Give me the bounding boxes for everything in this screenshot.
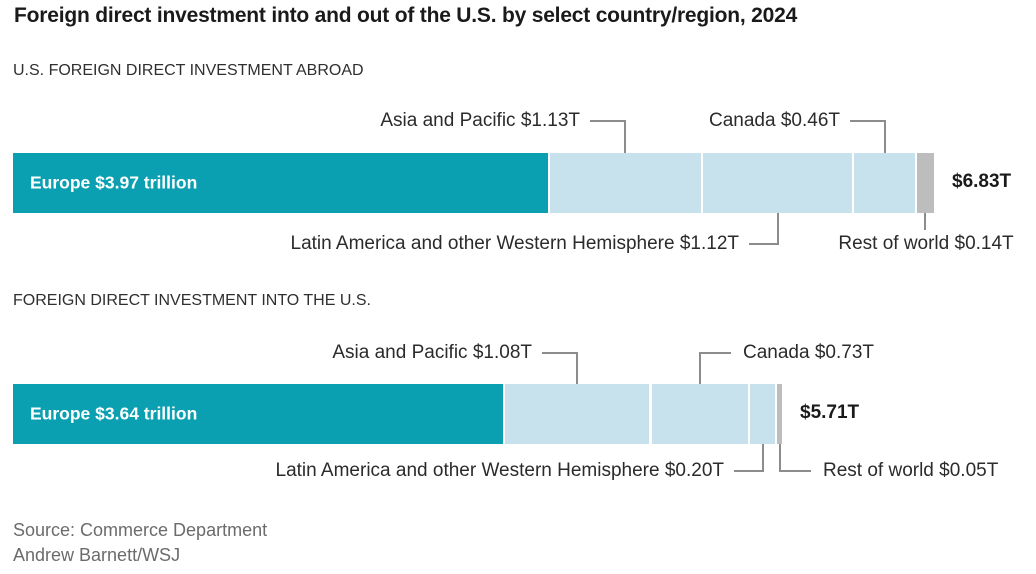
leader-line-asia-and-pacific (576, 352, 578, 384)
credit-line: Andrew Barnett/WSJ (13, 545, 181, 565)
leader-line-rest-of-world (781, 470, 811, 472)
leader-line-latin-america-and-other-western-hemisphere (777, 213, 779, 245)
leader-line-canada (699, 352, 701, 384)
leader-line-asia-and-pacific (542, 352, 578, 354)
bar-segment-canada (651, 384, 749, 444)
total-label-abroad: $6.83T (952, 171, 1012, 192)
bar-segment-rest-of-world (777, 384, 783, 444)
segment-label-rest-of-world: Rest of world $0.05T (823, 460, 999, 481)
leader-line-canada (701, 352, 731, 354)
bar-segment-asia-and-pacific (550, 153, 701, 213)
section-label-abroad: U.S. FOREIGN DIRECT INVESTMENT ABROAD (13, 62, 364, 79)
leader-line-canada (884, 120, 886, 153)
chart-title: Foreign direct investment into and out o… (14, 4, 798, 27)
leader-line-asia-and-pacific (624, 120, 626, 153)
source-note: Source: Commerce Department Andrew Barne… (13, 518, 267, 568)
section-label-into-us: FOREIGN DIRECT INVESTMENT INTO THE U.S. (13, 292, 371, 309)
leader-line-latin-america-and-other-western-hemisphere (734, 470, 764, 472)
leader-line-rest-of-world (924, 213, 926, 230)
segment-label-latin-america-and-other-western-hemisphere: Latin America and other Western Hemisphe… (290, 233, 740, 254)
bar-segment-latin-america-and-other-western-hemisphere (702, 153, 853, 213)
bar-segment-europe: Europe $3.97 trillion (13, 153, 549, 213)
bar-segment-canada (854, 153, 915, 213)
bar-segment-asia-and-pacific (505, 384, 650, 444)
bar-segment-europe: Europe $3.64 trillion (13, 384, 504, 444)
segment-label-canada: Canada $0.73T (743, 342, 874, 363)
segment-label-rest-of-world: Rest of world $0.14T (838, 233, 1014, 254)
leader-line-latin-america-and-other-western-hemisphere (762, 444, 764, 472)
leader-line-latin-america-and-other-western-hemisphere (749, 243, 779, 245)
segment-label-latin-america-and-other-western-hemisphere: Latin America and other Western Hemisphe… (275, 460, 725, 481)
bar-segment-latin-america-and-other-western-hemisphere (750, 384, 776, 444)
segment-label-asia-and-pacific: Asia and Pacific $1.08T (332, 342, 532, 363)
segment-label-canada: Canada $0.46T (709, 110, 840, 131)
segment-label-europe: Europe $3.64 trillion (30, 403, 198, 424)
leader-line-asia-and-pacific (590, 120, 626, 122)
bar-segment-rest-of-world (916, 153, 934, 213)
segment-label-europe: Europe $3.97 trillion (30, 172, 198, 193)
leader-line-canada (850, 120, 886, 122)
total-label-into-us: $5.71T (800, 402, 860, 423)
segment-label-asia-and-pacific: Asia and Pacific $1.13T (380, 110, 580, 131)
source-line: Source: Commerce Department (13, 520, 268, 540)
leader-line-rest-of-world (779, 444, 781, 472)
